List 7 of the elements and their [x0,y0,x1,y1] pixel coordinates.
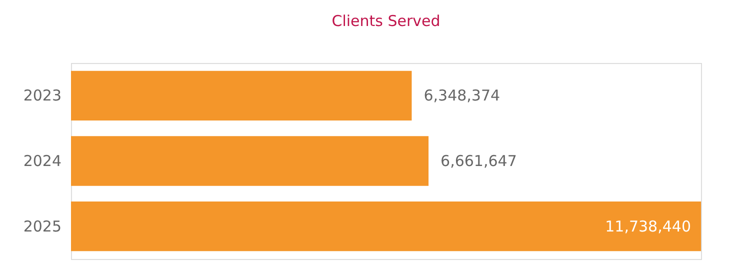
chart-title: Clients Served [332,12,440,30]
y-tick-label: 2025 [23,217,62,236]
y-tick-label: 2024 [23,152,62,170]
y-tick-label: 2023 [23,86,62,105]
data-label: 6,348,374 [424,86,500,105]
data-label: 6,661,647 [440,152,517,170]
data-label: 11,738,440 [605,217,691,236]
